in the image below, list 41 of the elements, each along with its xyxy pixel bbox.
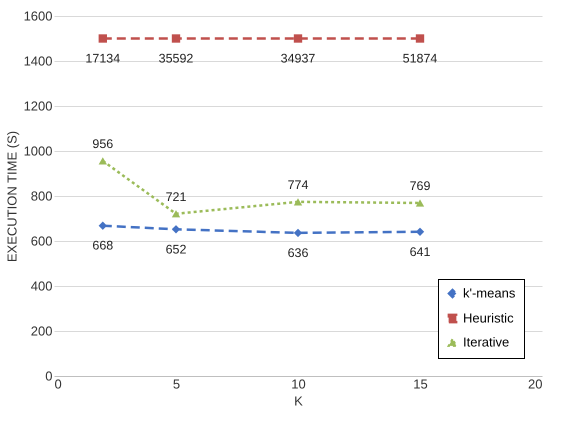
data-label: 636 bbox=[288, 246, 308, 260]
data-label: 652 bbox=[166, 242, 186, 256]
y-tick-label: 1200 bbox=[24, 98, 52, 114]
data-label: 641 bbox=[410, 244, 430, 259]
annotation: 35592 bbox=[158, 52, 194, 66]
y-tick-label: 1000 bbox=[24, 144, 52, 158]
legend-label: k'-means bbox=[463, 286, 516, 300]
legend-label: Heuristic bbox=[463, 310, 514, 326]
point bbox=[98, 222, 107, 230]
point bbox=[294, 228, 302, 238]
data-label: 668 bbox=[92, 238, 114, 253]
x-tick-label: 0 bbox=[54, 376, 62, 392]
x-axis-title: K bbox=[294, 394, 304, 408]
y-tick-label: 800 bbox=[30, 188, 52, 204]
annotation: 51874 bbox=[402, 52, 438, 66]
point bbox=[416, 34, 424, 43]
y-tick-label: 200 bbox=[30, 324, 52, 338]
point bbox=[172, 225, 180, 234]
y-axis-title: EXECUTION TIME (S) bbox=[4, 130, 20, 262]
x-tick-label: 20 bbox=[528, 376, 542, 392]
point bbox=[172, 210, 180, 218]
data-label: 769 bbox=[410, 178, 430, 193]
point bbox=[416, 199, 424, 207]
legend-label: Iterative bbox=[463, 334, 510, 350]
x-tick-label: 5 bbox=[172, 376, 180, 392]
y-tick-label: 1600 bbox=[24, 8, 52, 24]
annotation: 34937 bbox=[280, 52, 316, 66]
point bbox=[172, 34, 180, 43]
x-tick-label: 10 bbox=[291, 376, 306, 392]
y-tick-label: 600 bbox=[30, 234, 52, 248]
point bbox=[98, 34, 107, 43]
point bbox=[98, 157, 107, 165]
annotation: 17134 bbox=[85, 52, 120, 66]
y-tick-label: 1400 bbox=[24, 54, 52, 68]
data-label: 721 bbox=[166, 190, 186, 204]
data-label: 774 bbox=[288, 178, 308, 192]
point bbox=[294, 198, 302, 206]
point bbox=[294, 34, 302, 43]
y-tick-label: 400 bbox=[30, 278, 52, 294]
x-tick-label: 15 bbox=[413, 376, 428, 392]
data-label: 956 bbox=[92, 136, 114, 151]
